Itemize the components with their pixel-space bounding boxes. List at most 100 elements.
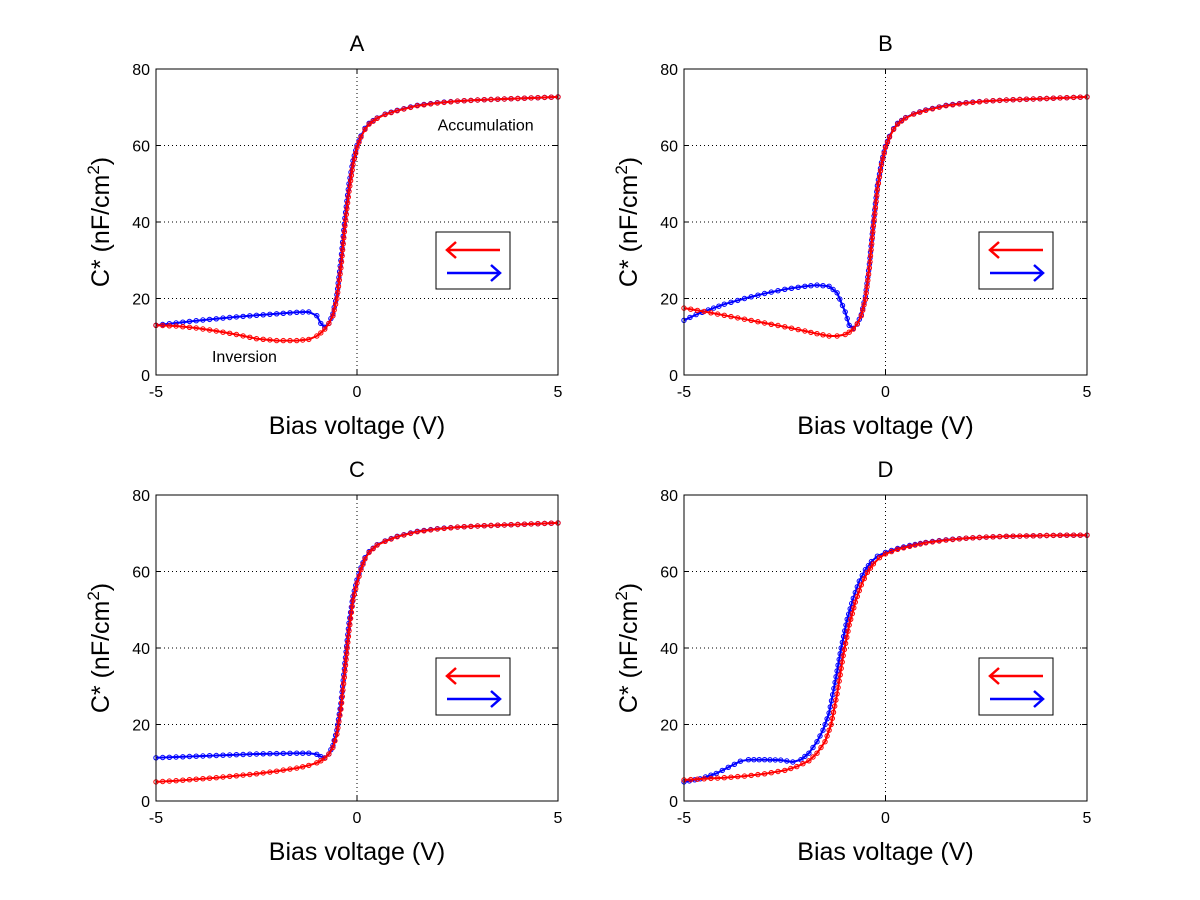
data-point bbox=[461, 98, 467, 104]
data-point bbox=[468, 523, 474, 530]
data-point bbox=[347, 183, 353, 189]
legend-box bbox=[978, 231, 1054, 290]
data-point bbox=[354, 144, 360, 151]
x-tick-label: 0 bbox=[881, 810, 890, 827]
data-point bbox=[1010, 533, 1016, 539]
data-point bbox=[1030, 533, 1037, 539]
data-point bbox=[861, 302, 867, 308]
data-point bbox=[858, 313, 864, 319]
data-point bbox=[714, 775, 721, 781]
y-tick-label: 80 bbox=[132, 62, 150, 79]
data-point bbox=[782, 286, 788, 292]
data-point bbox=[795, 326, 801, 333]
data-point bbox=[851, 605, 857, 611]
data-point bbox=[875, 180, 882, 187]
panel-title: C bbox=[349, 457, 365, 482]
data-point bbox=[349, 167, 355, 173]
data-point bbox=[701, 308, 707, 315]
data-point bbox=[200, 326, 206, 332]
data-point bbox=[869, 235, 875, 241]
data-point bbox=[340, 681, 347, 687]
data-point bbox=[950, 102, 956, 108]
data-point bbox=[870, 561, 877, 567]
data-point bbox=[976, 534, 983, 541]
data-point bbox=[735, 315, 741, 321]
arrow-left-icon bbox=[988, 667, 1000, 685]
data-point bbox=[841, 646, 848, 653]
data-point bbox=[751, 757, 757, 763]
data-point bbox=[342, 217, 349, 223]
data-point bbox=[338, 259, 345, 265]
data-point bbox=[253, 336, 260, 342]
panel-title: D bbox=[878, 457, 894, 482]
data-point bbox=[227, 752, 233, 758]
data-point bbox=[761, 757, 768, 763]
x-tick-label: 0 bbox=[881, 384, 890, 401]
data-point bbox=[345, 639, 351, 645]
data-point bbox=[253, 771, 260, 777]
data-point bbox=[936, 538, 942, 544]
data-point bbox=[800, 761, 806, 767]
data-point bbox=[314, 313, 320, 319]
data-point bbox=[340, 241, 346, 247]
data-point bbox=[160, 754, 166, 761]
data-point bbox=[822, 721, 828, 728]
legend bbox=[435, 231, 511, 290]
data-point bbox=[314, 333, 320, 339]
data-point bbox=[846, 622, 852, 628]
data-point bbox=[351, 156, 357, 162]
y-tick-label: 80 bbox=[660, 488, 678, 505]
data-point bbox=[193, 753, 199, 759]
data-point bbox=[840, 652, 846, 659]
data-point bbox=[382, 538, 388, 544]
data-point bbox=[186, 324, 193, 330]
data-point bbox=[854, 321, 860, 327]
data-point bbox=[721, 312, 727, 318]
y-axis-label-main: C* (nF/cm bbox=[87, 601, 115, 714]
y-axis-label: C* (nF/cm2) bbox=[84, 157, 115, 287]
data-point bbox=[454, 98, 461, 104]
data-point bbox=[721, 775, 727, 781]
data-point bbox=[358, 566, 364, 573]
annotation-accumulation: Accumulation bbox=[438, 117, 534, 134]
data-point bbox=[1057, 95, 1063, 101]
data-point bbox=[200, 317, 206, 323]
data-point bbox=[294, 337, 300, 344]
data-point bbox=[339, 253, 345, 259]
x-tick-label: -5 bbox=[677, 384, 691, 401]
data-point bbox=[528, 521, 534, 527]
data-point bbox=[708, 772, 714, 778]
data-point bbox=[833, 697, 839, 703]
data-point bbox=[735, 773, 741, 780]
data-point bbox=[778, 757, 784, 763]
data-point bbox=[541, 520, 548, 527]
data-point bbox=[839, 302, 846, 309]
data-point bbox=[273, 311, 280, 317]
y-tick-label: 0 bbox=[669, 368, 678, 385]
data-point bbox=[835, 684, 841, 691]
data-point bbox=[874, 186, 881, 193]
data-point bbox=[963, 100, 969, 106]
data-point bbox=[341, 235, 347, 241]
data-point bbox=[344, 205, 350, 212]
data-point bbox=[814, 331, 820, 337]
data-point bbox=[294, 309, 300, 315]
series-markers-reverse bbox=[681, 532, 1090, 783]
x-axis-label: Bias voltage (V) bbox=[269, 412, 445, 440]
data-point bbox=[334, 731, 340, 737]
data-point bbox=[515, 521, 521, 528]
data-point bbox=[535, 95, 541, 101]
data-point bbox=[287, 310, 293, 316]
panel-title: B bbox=[878, 31, 893, 56]
data-point bbox=[839, 639, 846, 645]
data-point bbox=[929, 106, 936, 112]
data-point bbox=[874, 192, 880, 199]
data-point bbox=[344, 200, 351, 206]
data-point bbox=[842, 309, 848, 315]
data-point bbox=[421, 102, 427, 108]
data-point bbox=[834, 668, 840, 674]
data-point bbox=[842, 331, 848, 338]
data-point bbox=[1057, 532, 1063, 538]
data-point bbox=[341, 674, 347, 680]
